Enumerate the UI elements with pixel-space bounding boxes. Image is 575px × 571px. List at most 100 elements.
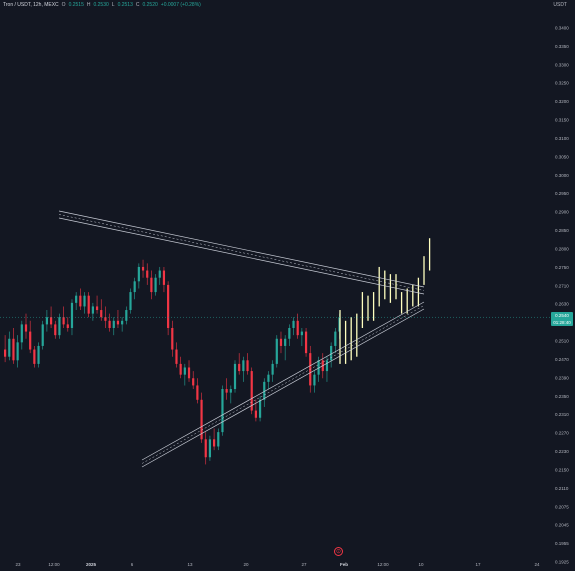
candle-body	[125, 310, 128, 321]
bar-countdown: 01:28:40	[553, 320, 571, 326]
candle-body	[116, 320, 120, 325]
low-value: 0.2513	[117, 2, 133, 8]
candle-body	[83, 295, 86, 307]
currency-label[interactable]: USDT	[553, 2, 567, 8]
close-label: C	[135, 2, 140, 8]
candle-body	[37, 345, 40, 364]
candle-body	[246, 360, 249, 372]
candle-body	[196, 385, 199, 400]
candle-body	[221, 389, 224, 433]
candle-body	[58, 317, 61, 336]
y-tick-label: 0.2900	[555, 210, 569, 215]
candle-body	[271, 363, 274, 375]
y-tick-label: 0.3050	[555, 154, 569, 159]
candle-body	[171, 327, 174, 350]
candle-body	[54, 324, 57, 336]
y-tick-label: 0.2850	[555, 228, 569, 233]
candle-body	[79, 295, 82, 307]
last-price-value: 0.2540	[555, 313, 569, 319]
candle-body	[179, 363, 182, 375]
candle-body	[258, 399, 262, 418]
high-label: H	[86, 2, 91, 8]
y-tick-label: 0.3100	[555, 136, 569, 141]
candle-body	[233, 363, 237, 390]
candle-body	[330, 345, 333, 361]
y-tick-label: 0.2470	[555, 357, 569, 362]
y-tick-label: 0.3250	[555, 81, 569, 86]
candle-body	[204, 439, 207, 458]
symbol-label[interactable]: Tron / USDT, 12h, MEXC	[3, 2, 59, 8]
change-value: +0.0007 (+0.28%)	[160, 2, 201, 8]
candle-body	[104, 317, 107, 321]
candle-body	[49, 317, 53, 325]
candle-body	[225, 389, 228, 393]
x-tick-label: 12:00	[377, 562, 389, 567]
candle-body	[158, 270, 161, 278]
chart-legend: Tron / USDT, 12h, MEXC O 0.2515 H 0.2530…	[3, 1, 201, 10]
y-tick-label: 0.2110	[555, 486, 569, 491]
candle-body	[217, 432, 220, 447]
y-tick-label: 0.2350	[555, 394, 569, 399]
low-label: L	[111, 2, 115, 8]
candle-body	[146, 270, 149, 278]
x-tick-label: 17	[475, 562, 481, 567]
candle-body	[24, 324, 28, 332]
candle-body	[200, 399, 203, 440]
candle-body	[213, 439, 216, 447]
x-tick-label: 12:00	[48, 562, 60, 567]
y-tick-label: 0.2310	[555, 412, 569, 417]
x-tick-label: 20	[243, 562, 249, 567]
candle-body	[325, 360, 329, 372]
lower-trendline-lower-edge	[141, 308, 425, 468]
x-tick-label: 13	[187, 562, 193, 567]
candle-body	[254, 410, 257, 418]
candle-body	[4, 349, 7, 357]
x-tick-label: 24	[534, 562, 540, 567]
y-tick-label: 0.2750	[555, 265, 569, 270]
candle-body	[133, 281, 136, 293]
timezone-icon[interactable]: ⊙	[334, 547, 343, 556]
candle-body	[121, 320, 124, 325]
y-tick-label: 0.3400	[555, 26, 569, 31]
candle-body	[292, 320, 295, 328]
x-tick-label: 2025	[86, 562, 97, 567]
candle-body	[167, 284, 170, 328]
x-tick-label: 6	[131, 562, 134, 567]
candle-body	[66, 324, 69, 328]
candle-body	[263, 381, 266, 400]
candle-body	[334, 331, 337, 346]
candle-body	[296, 320, 299, 336]
candle-body	[162, 270, 166, 285]
candle-body	[12, 338, 15, 361]
y-tick-label: 0.2270	[555, 431, 569, 436]
y-tick-label: 0.3200	[555, 99, 569, 104]
y-tick-label: 0.1955	[555, 541, 569, 546]
y-tick-label: 0.3350	[555, 44, 569, 49]
candle-body	[129, 292, 132, 311]
y-tick-label: 0.3150	[555, 118, 569, 123]
candle-body	[187, 367, 191, 379]
candle-body	[75, 295, 78, 303]
x-tick-label: 23	[15, 562, 21, 567]
y-tick-label: 0.2710	[555, 283, 569, 288]
x-tick-label: Feb	[340, 562, 348, 567]
upper-trendline	[58, 210, 425, 288]
y-tick-label: 0.2950	[555, 191, 569, 196]
last-price-badge: 0.2540 01:28:40	[551, 312, 573, 327]
candle-body	[8, 338, 11, 357]
candle-body	[150, 277, 153, 293]
candle-body	[192, 378, 195, 386]
candle-body	[267, 374, 270, 382]
x-tick-label: 27	[301, 562, 307, 567]
y-tick-label: 0.2230	[555, 449, 569, 454]
candle-body	[275, 338, 278, 364]
candle-body	[288, 327, 291, 339]
candle-body	[33, 349, 36, 364]
candle-body	[300, 331, 303, 336]
y-tick-label: 0.2630	[555, 302, 569, 307]
y-tick-label: 0.2390	[555, 375, 569, 380]
candle-body	[317, 360, 320, 375]
candle-body	[100, 310, 103, 318]
candle-body	[16, 342, 19, 361]
